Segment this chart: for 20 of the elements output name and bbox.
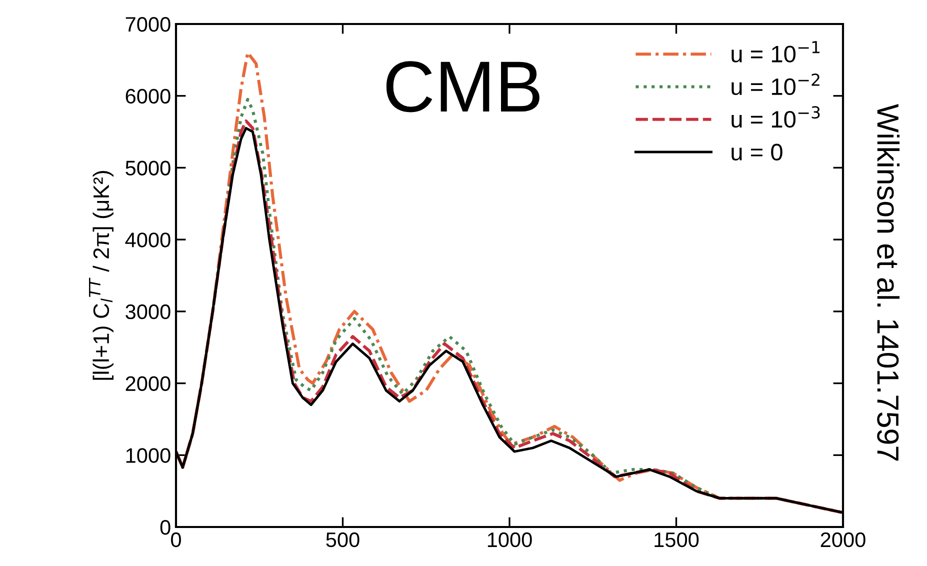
- y-tick-label: 5000: [126, 160, 170, 176]
- y-tick-label: 2000: [126, 376, 170, 392]
- y-tick-label: 7000: [126, 17, 170, 32]
- legend-label: u = 10$^{−1}$: [732, 41, 820, 62]
- y-tick-label: 4000: [125, 232, 170, 248]
- legend-label: u = 10$^{−2}$: [732, 74, 820, 96]
- x-tick-label: 1000: [488, 532, 532, 548]
- x-tick-label: 0: [171, 532, 181, 548]
- x-tick-label: 2000: [820, 532, 866, 548]
- legend-label: u = 0: [732, 144, 782, 160]
- annotation: CMB: [386, 61, 540, 112]
- text: Wilkinson et al. 1401.7597: [877, 104, 900, 461]
- y-tick-label: 0: [160, 520, 170, 535]
- y-tick-label: 6000: [126, 88, 170, 104]
- y-tick-label: 3000: [126, 304, 170, 320]
- legend-label: u = 10$^{−3}$: [732, 106, 820, 128]
- y-tick-label: 1000: [126, 448, 170, 463]
- x-tick-label: 1500: [654, 532, 699, 548]
- x-tick-label: 500: [326, 532, 360, 548]
- y-axis-title: [l(l+1) C$_{l}$$^{TT}$ / 2π] (μK²): [89, 171, 114, 380]
